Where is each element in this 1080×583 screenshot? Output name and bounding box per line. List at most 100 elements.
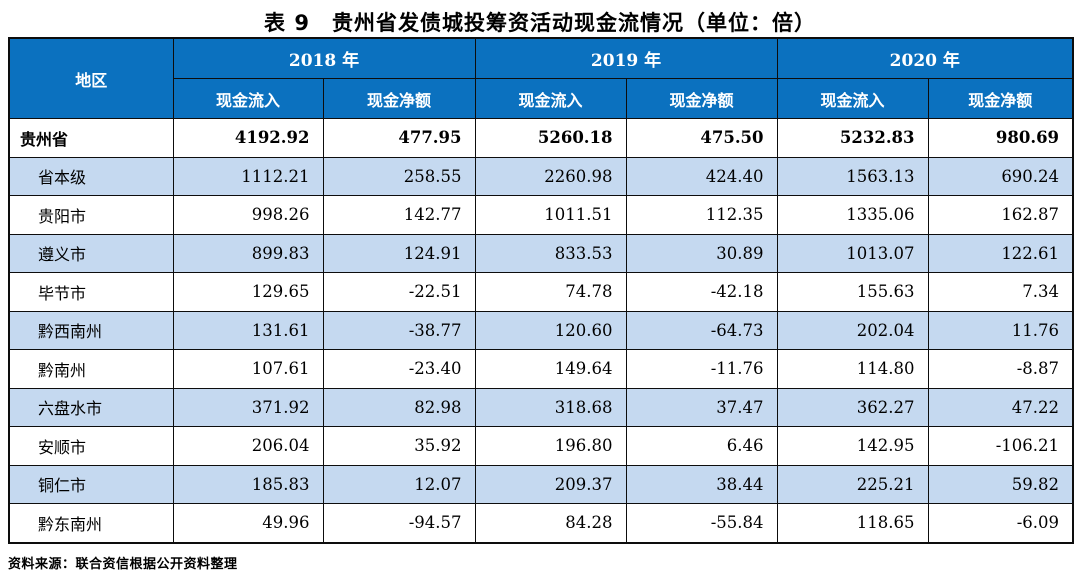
region-cell: 六盘水市 (8, 387, 174, 427)
value-cell: 202.04 (776, 310, 929, 350)
year-header-2020: 2020 年 (776, 37, 1074, 79)
subheader-2019-net: 现金净额 (625, 78, 778, 119)
year-header-2018: 2018 年 (172, 37, 476, 79)
value-cell: 1112.21 (172, 156, 324, 196)
value-cell: -23.40 (322, 349, 476, 389)
value-cell: 131.61 (172, 310, 324, 350)
table-body: 贵州省 4192.92 477.95 5260.18 475.50 5232.83 980.… (8, 118, 1074, 543)
value-cell: 225.21 (776, 464, 929, 504)
region-cell: 铜仁市 (8, 464, 174, 504)
value-cell: 5260.18 (474, 118, 627, 158)
value-cell: -94.57 (322, 503, 476, 543)
value-cell: 120.60 (474, 310, 627, 350)
region-cell: 省本级 (8, 156, 174, 196)
table-header: 地区 2018 年 2019 年 2020 年 现金流入 现金净额 现金流入 现… (8, 37, 1074, 119)
table-row: 贵阳市 998.26 142.77 1011.51 112.35 1335.06 162.8… (8, 195, 1074, 235)
value-cell: 30.89 (625, 233, 778, 273)
region-cell: 黔西南州 (8, 310, 174, 350)
value-cell: 11.76 (927, 310, 1074, 350)
value-cell: -42.18 (625, 272, 778, 312)
value-cell: -64.73 (625, 310, 778, 350)
value-cell: 185.83 (172, 464, 324, 504)
table-row: 铜仁市 185.83 12.07 209.37 38.44 225.21 59.82 (8, 464, 1074, 504)
value-cell: 690.24 (927, 156, 1074, 196)
subheader-2018-net: 现金净额 (322, 78, 476, 119)
value-cell: 899.83 (172, 233, 324, 273)
value-cell: 47.22 (927, 387, 1074, 427)
value-cell: 118.65 (776, 503, 929, 543)
value-cell: 84.28 (474, 503, 627, 543)
value-cell: 114.80 (776, 349, 929, 389)
value-cell: 5232.83 (776, 118, 929, 158)
region-cell: 遵义市 (8, 233, 174, 273)
value-cell: 477.95 (322, 118, 476, 158)
value-cell: -22.51 (322, 272, 476, 312)
value-cell: 38.44 (625, 464, 778, 504)
year-header-row: 地区 2018 年 2019 年 2020 年 (8, 37, 1074, 119)
value-cell: 59.82 (927, 464, 1074, 504)
table-row: 黔东南州 49.96 -94.57 84.28 -55.84 118.65 -6.09 (8, 503, 1074, 543)
region-cell: 贵州省 (8, 118, 174, 158)
value-cell: 142.95 (776, 426, 929, 466)
value-cell: -38.77 (322, 310, 476, 350)
value-cell: 318.68 (474, 387, 627, 427)
value-cell: 371.92 (172, 387, 324, 427)
table-row: 毕节市 129.65 -22.51 74.78 -42.18 155.63 7.34 (8, 272, 1074, 312)
value-cell: 37.47 (625, 387, 778, 427)
value-cell: 475.50 (625, 118, 778, 158)
value-cell: 1335.06 (776, 195, 929, 235)
region-cell: 毕节市 (8, 272, 174, 312)
value-cell: 1013.07 (776, 233, 929, 273)
value-cell: 49.96 (172, 503, 324, 543)
table-row: 省本级 1112.21 258.55 2260.98 424.40 1563.13 690.… (8, 156, 1074, 196)
value-cell: 82.98 (322, 387, 476, 427)
table-row: 贵州省 4192.92 477.95 5260.18 475.50 5232.83 980.… (8, 118, 1074, 158)
cashflow-table: 地区 2018 年 2019 年 2020 年 现金流入 现金净额 现金流入 现… (8, 37, 1075, 544)
value-cell: -106.21 (927, 426, 1074, 466)
value-cell: 258.55 (322, 156, 476, 196)
value-cell: -11.76 (625, 349, 778, 389)
value-cell: 209.37 (474, 464, 627, 504)
value-cell: 833.53 (474, 233, 627, 273)
table-row: 遵义市 899.83 124.91 833.53 30.89 1013.07 122.61 (8, 233, 1074, 273)
value-cell: -6.09 (927, 503, 1074, 543)
subheader-2018-inflow: 现金流入 (172, 78, 324, 119)
value-cell: 124.91 (322, 233, 476, 273)
value-cell: 74.78 (474, 272, 627, 312)
subheader-2020-inflow: 现金流入 (776, 78, 929, 119)
value-cell: 4192.92 (172, 118, 324, 158)
value-cell: 162.87 (927, 195, 1074, 235)
region-cell: 黔东南州 (8, 503, 174, 543)
value-cell: 35.92 (322, 426, 476, 466)
value-cell: 6.46 (625, 426, 778, 466)
value-cell: 142.77 (322, 195, 476, 235)
region-cell: 黔南州 (8, 349, 174, 389)
value-cell: 107.61 (172, 349, 324, 389)
value-cell: 362.27 (776, 387, 929, 427)
value-cell: -55.84 (625, 503, 778, 543)
region-cell: 贵阳市 (8, 195, 174, 235)
subheader-2019-inflow: 现金流入 (474, 78, 627, 119)
table-row: 六盘水市 371.92 82.98 318.68 37.47 362.27 47.22 (8, 387, 1074, 427)
table-row: 黔西南州 131.61 -38.77 120.60 -64.73 202.04 11.76 (8, 310, 1074, 350)
value-cell: 998.26 (172, 195, 324, 235)
value-cell: 112.35 (625, 195, 778, 235)
value-cell: 1011.51 (474, 195, 627, 235)
value-cell: -8.87 (927, 349, 1074, 389)
source-note: 资料来源：联合资信根据公开资料整理 (8, 556, 238, 572)
value-cell: 149.64 (474, 349, 627, 389)
value-cell: 155.63 (776, 272, 929, 312)
sub-header-row: 现金流入 现金净额 现金流入 现金净额 现金流入 现金净额 (9, 78, 1074, 119)
region-cell: 安顺市 (8, 426, 174, 466)
value-cell: 12.07 (322, 464, 476, 504)
table-row: 黔南州 107.61 -23.40 149.64 -11.76 114.80 -8.87 (8, 349, 1074, 389)
value-cell: 129.65 (172, 272, 324, 312)
year-header-2019: 2019 年 (474, 37, 778, 79)
value-cell: 424.40 (625, 156, 778, 196)
value-cell: 122.61 (927, 233, 1074, 273)
value-cell: 980.69 (927, 118, 1074, 158)
table-title: 表 9 贵州省发债城投筹资活动现金流情况（单位：倍） (264, 11, 816, 35)
value-cell: 7.34 (927, 272, 1074, 312)
table-row: 安顺市 206.04 35.92 196.80 6.46 142.95 -106.21 (8, 426, 1074, 466)
value-cell: 2260.98 (474, 156, 627, 196)
